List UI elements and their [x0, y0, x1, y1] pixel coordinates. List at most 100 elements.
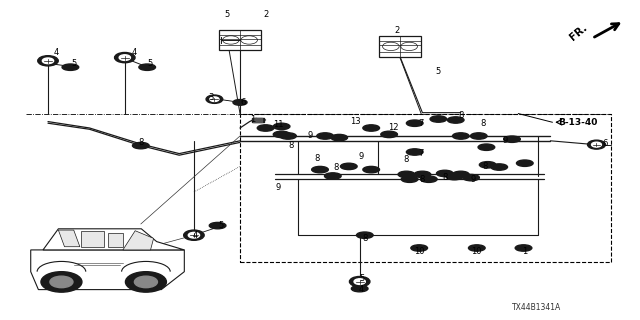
Text: 8: 8 — [404, 156, 409, 164]
Circle shape — [41, 272, 82, 292]
Circle shape — [125, 272, 166, 292]
Circle shape — [119, 55, 131, 60]
Text: 9: 9 — [308, 132, 313, 140]
Text: 8: 8 — [481, 119, 486, 128]
Ellipse shape — [452, 171, 469, 178]
Text: 13: 13 — [350, 117, 360, 126]
Ellipse shape — [351, 285, 368, 292]
Ellipse shape — [62, 64, 79, 70]
Ellipse shape — [478, 144, 495, 150]
Text: 4: 4 — [359, 285, 364, 294]
Ellipse shape — [363, 166, 380, 173]
Text: 4: 4 — [54, 48, 59, 57]
Text: 5: 5 — [436, 68, 441, 76]
Ellipse shape — [470, 133, 487, 139]
Ellipse shape — [280, 133, 296, 139]
Ellipse shape — [317, 133, 333, 139]
Text: 9: 9 — [471, 175, 476, 184]
Bar — [219, 30, 261, 50]
Circle shape — [591, 142, 602, 147]
Circle shape — [184, 230, 204, 240]
Ellipse shape — [401, 176, 418, 182]
Ellipse shape — [414, 171, 431, 178]
Text: 12: 12 — [388, 124, 399, 132]
Ellipse shape — [356, 232, 373, 238]
Circle shape — [210, 97, 219, 101]
Ellipse shape — [430, 116, 447, 122]
Text: 8: 8 — [362, 234, 367, 243]
Text: 4: 4 — [132, 48, 137, 57]
Ellipse shape — [516, 160, 533, 166]
Text: 5: 5 — [225, 10, 230, 19]
Text: 3: 3 — [209, 93, 214, 102]
Ellipse shape — [139, 64, 156, 70]
Text: 7: 7 — [419, 149, 424, 158]
Ellipse shape — [411, 245, 428, 251]
Ellipse shape — [273, 123, 290, 130]
Text: 8: 8 — [289, 141, 294, 150]
Ellipse shape — [468, 245, 485, 251]
Text: 5: 5 — [218, 221, 223, 230]
Polygon shape — [43, 229, 184, 250]
Ellipse shape — [504, 136, 520, 142]
Ellipse shape — [209, 222, 226, 229]
Ellipse shape — [406, 149, 423, 155]
Ellipse shape — [233, 100, 247, 105]
Ellipse shape — [406, 120, 423, 126]
Text: 8: 8 — [420, 175, 425, 184]
Bar — [252, 117, 264, 122]
Text: 6: 6 — [602, 140, 607, 148]
Text: B-13-40: B-13-40 — [558, 118, 598, 127]
Circle shape — [115, 52, 135, 63]
Ellipse shape — [331, 134, 348, 141]
Ellipse shape — [420, 176, 437, 182]
Text: 6: 6 — [241, 98, 246, 107]
Circle shape — [42, 58, 54, 64]
Polygon shape — [81, 231, 104, 247]
Ellipse shape — [452, 133, 469, 139]
Text: TX44B1341A: TX44B1341A — [512, 303, 561, 312]
Text: 8: 8 — [483, 162, 488, 171]
Text: 10: 10 — [472, 247, 482, 256]
Circle shape — [134, 276, 157, 288]
Polygon shape — [123, 231, 154, 250]
Ellipse shape — [363, 125, 380, 131]
Text: 9: 9 — [276, 183, 281, 192]
Ellipse shape — [446, 173, 463, 180]
Circle shape — [206, 95, 223, 103]
Text: 8: 8 — [442, 173, 447, 182]
Polygon shape — [31, 250, 184, 290]
Circle shape — [50, 276, 73, 288]
Ellipse shape — [324, 173, 341, 179]
Ellipse shape — [340, 163, 357, 170]
Bar — [240, 114, 611, 262]
Ellipse shape — [436, 170, 453, 177]
Text: 10: 10 — [414, 247, 424, 256]
Polygon shape — [108, 233, 123, 247]
Text: 8: 8 — [314, 154, 319, 163]
Ellipse shape — [381, 131, 397, 138]
Bar — [253, 118, 262, 122]
Ellipse shape — [257, 125, 274, 131]
Text: 2: 2 — [263, 10, 268, 19]
Text: 9: 9 — [359, 152, 364, 161]
Text: 4: 4 — [193, 231, 198, 240]
Circle shape — [588, 140, 605, 149]
Ellipse shape — [463, 174, 479, 181]
Text: 8: 8 — [458, 111, 463, 120]
Ellipse shape — [273, 131, 290, 138]
Text: 8: 8 — [138, 138, 143, 147]
Text: 5: 5 — [359, 274, 364, 283]
Text: 8: 8 — [333, 164, 339, 172]
Circle shape — [354, 279, 365, 284]
Ellipse shape — [515, 245, 532, 251]
Text: 1: 1 — [522, 247, 527, 256]
Text: 11: 11 — [273, 120, 284, 129]
Polygon shape — [58, 230, 80, 247]
Text: 5: 5 — [148, 60, 153, 68]
Circle shape — [349, 276, 370, 287]
Text: FR.: FR. — [568, 22, 589, 42]
Bar — [380, 36, 421, 57]
Circle shape — [188, 232, 200, 238]
Text: 5: 5 — [71, 60, 76, 68]
